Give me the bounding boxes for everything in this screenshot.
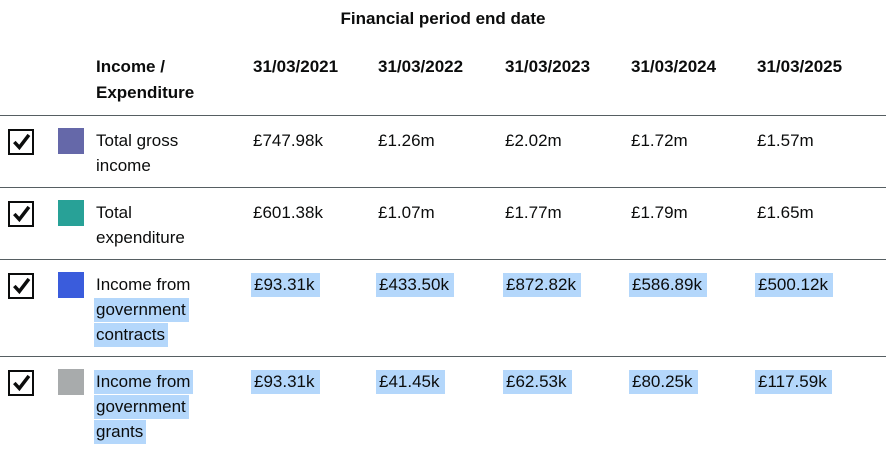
row-label: Income from government contracts	[94, 272, 253, 347]
table-title: Financial period end date	[340, 9, 546, 28]
checkbox-cell	[8, 272, 58, 347]
value-cell-4: £117.59k	[755, 369, 886, 444]
row-label: Total expenditure	[96, 200, 253, 250]
row-checkbox[interactable]	[8, 201, 34, 227]
row-label: Income from government grants	[94, 369, 253, 444]
value-cell-4: £500.12k	[755, 272, 886, 347]
row-checkbox[interactable]	[8, 129, 34, 155]
row-checkbox[interactable]	[8, 273, 34, 299]
row-label: Total gross income	[96, 128, 253, 178]
value-cell-0: £747.98k	[253, 131, 323, 150]
checkbox-cell	[8, 200, 58, 250]
row-label-line: Total gross	[96, 131, 179, 150]
swatch-cell	[58, 128, 96, 178]
value-cell-0: £93.31k	[251, 272, 378, 347]
series-color-swatch	[58, 369, 84, 395]
column-header-date-1: 31/03/2022	[378, 57, 464, 76]
table-row: Total expenditure £601.38k £1.07m £1.77m £1.…	[0, 187, 886, 259]
value-cell-2: £2.02m	[505, 131, 562, 150]
row-label-line: Income from	[94, 369, 253, 394]
header-spacer-checkbox	[8, 54, 58, 106]
swatch-cell	[58, 200, 96, 250]
value-cell-1: £41.45k	[376, 369, 505, 444]
row-label-line: government	[94, 394, 253, 419]
swatch-cell	[58, 272, 96, 347]
value-cell-2: £872.82k	[503, 272, 631, 347]
value-cell-3: £80.25k	[629, 369, 757, 444]
checkmark-icon	[13, 205, 31, 223]
column-header-date-4: 31/03/2025	[757, 57, 843, 76]
value-cell-3: £586.89k	[629, 272, 757, 347]
row-label-line: expenditure	[96, 228, 185, 247]
checkbox-cell	[8, 369, 58, 444]
table-body: Total gross income £747.98k £1.26m £2.02m £1…	[0, 115, 886, 453]
swatch-cell	[58, 369, 96, 444]
header-spacer-swatch	[58, 54, 96, 106]
value-cell-3: £1.79m	[631, 203, 688, 222]
table-row: Income from government grants £93.31k £41.4…	[0, 356, 886, 453]
checkbox-cell	[8, 128, 58, 178]
value-cell-2: £1.77m	[505, 203, 562, 222]
series-color-swatch	[58, 272, 84, 298]
row-label-line: government	[94, 297, 253, 322]
row-label-line: Income from	[96, 275, 191, 294]
row-label-line: grants	[94, 419, 253, 444]
value-cell-4: £1.65m	[757, 203, 814, 222]
value-cell-3: £1.72m	[631, 131, 688, 150]
table-header-row: Income / Expenditure 31/03/2021 31/03/202…	[0, 54, 886, 115]
column-header-date-0: 31/03/2021	[253, 57, 339, 76]
table-row: Income from government contracts £93.31k £4…	[0, 259, 886, 356]
value-cell-4: £1.57m	[757, 131, 814, 150]
value-cell-0: £93.31k	[251, 369, 378, 444]
column-header-date-3: 31/03/2024	[631, 57, 717, 76]
series-color-swatch	[58, 128, 84, 154]
checkmark-icon	[13, 133, 31, 151]
value-cell-1: £433.50k	[376, 272, 505, 347]
row-header-income-expenditure: Income / Expenditure	[96, 57, 195, 102]
value-cell-1: £1.07m	[378, 203, 435, 222]
value-cell-2: £62.53k	[503, 369, 631, 444]
table-row: Total gross income £747.98k £1.26m £2.02m £1…	[0, 115, 886, 187]
column-header-date-2: 31/03/2023	[505, 57, 591, 76]
row-label-line: contracts	[94, 322, 253, 347]
row-label-line: Total	[96, 203, 132, 222]
value-cell-0: £601.38k	[253, 203, 323, 222]
row-checkbox[interactable]	[8, 370, 34, 396]
row-label-line: income	[96, 156, 151, 175]
series-color-swatch	[58, 200, 84, 226]
checkmark-icon	[13, 374, 31, 392]
checkmark-icon	[13, 277, 31, 295]
value-cell-1: £1.26m	[378, 131, 435, 150]
